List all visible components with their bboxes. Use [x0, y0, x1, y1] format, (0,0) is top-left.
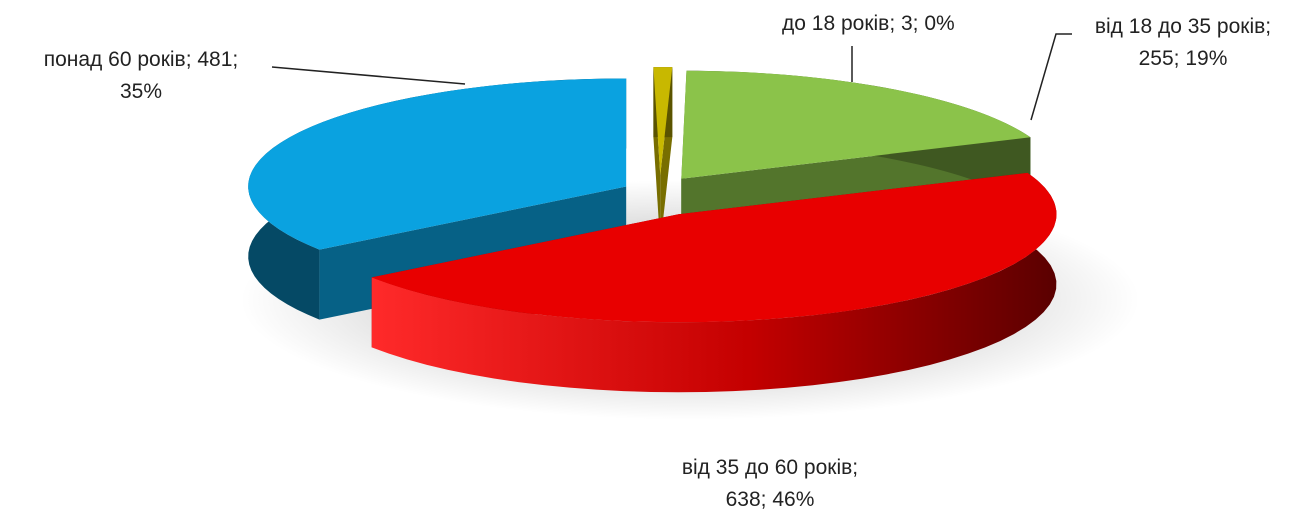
leader-line-18-35	[1030, 33, 1072, 121]
data-label-35-60: від 35 до 60 років; 638; 46%	[681, 456, 859, 511]
data-label-under-18: до 18 років; 3; 0%	[782, 12, 955, 35]
data-label-over-60: понад 60 років; 481; 35%	[43, 48, 239, 103]
slice-35-60	[371, 172, 1057, 393]
slice-under-18	[653, 67, 673, 246]
leader-line-over-60	[271, 66, 466, 85]
data-label-18-35: від 18 до 35 років; 255; 19%	[1094, 15, 1272, 70]
